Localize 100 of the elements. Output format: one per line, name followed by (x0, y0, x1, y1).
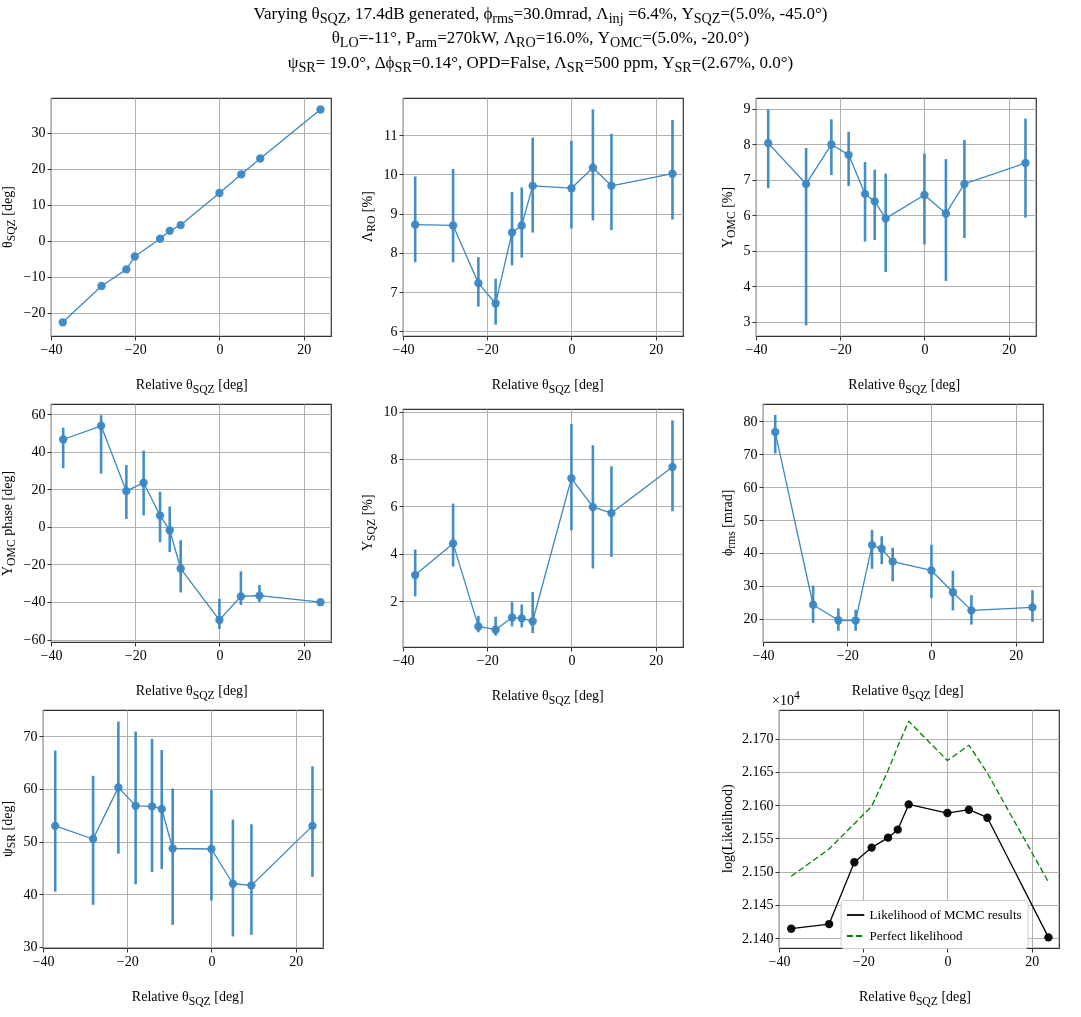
y-tick-label: 6 (390, 323, 398, 339)
y-tick-label: 10 (31, 197, 46, 213)
x-tick-label: 0 (921, 341, 929, 357)
y-tick-label: −40 (23, 594, 46, 610)
point (801, 179, 811, 189)
y-tick-label: 30 (743, 578, 758, 594)
point (130, 252, 139, 261)
point (824, 920, 834, 929)
y-tick-label: 2.165 (742, 764, 774, 780)
point (236, 592, 245, 601)
point (247, 881, 256, 890)
point (528, 181, 537, 191)
point (215, 616, 224, 625)
y-tick-label: 0 (38, 233, 46, 249)
point (113, 783, 123, 792)
point (308, 821, 317, 831)
point (507, 613, 517, 622)
point (507, 228, 517, 237)
point (97, 281, 106, 291)
y-tick-label: 50 (743, 512, 758, 528)
point (473, 279, 483, 288)
y-tick-label: 2.140 (742, 930, 774, 946)
y-tick-label: 60 (31, 406, 46, 422)
point (850, 858, 859, 867)
point (1028, 603, 1037, 612)
x-axis-title: Relative θ$_{SQZ}$ [deg] (134, 377, 249, 396)
point (904, 800, 913, 809)
x-axis-title: Relative θ$_{SQZ}$ [deg] (490, 377, 605, 396)
point (967, 606, 976, 615)
legend-label: Perfect likelihood (869, 928, 963, 944)
point (131, 801, 140, 811)
point (588, 163, 597, 173)
x-tick-label: −20 (829, 341, 852, 357)
point (1044, 933, 1053, 942)
y-tick-label: 50 (23, 834, 38, 850)
point (168, 844, 177, 853)
point (567, 474, 576, 483)
line-series (790, 720, 1050, 884)
y-tick-label: 2 (390, 593, 398, 609)
y-tick-label: 7 (743, 172, 751, 188)
x-tick-label: 20 (648, 652, 663, 668)
x-tick-label: −20 (476, 341, 499, 357)
x-axis-title: Relative θ$_{SQZ}$ [deg] (851, 683, 964, 702)
point (207, 845, 216, 854)
text: ×10$^{4}$ (772, 689, 800, 708)
point (851, 616, 860, 625)
point (867, 541, 877, 550)
point (448, 221, 458, 230)
y-tick-label: 2.145 (742, 897, 774, 913)
point (607, 181, 616, 191)
point (155, 234, 165, 244)
point (96, 421, 106, 431)
y-tick-label: 20 (31, 481, 46, 497)
point (888, 557, 897, 566)
y-tick-label: 30 (23, 939, 38, 955)
y-tick-label: 4 (390, 546, 398, 562)
point (588, 502, 597, 512)
x-tick-label: −20 (116, 953, 139, 969)
point (920, 190, 929, 200)
x-axis-title: Relative θ$_{SQZ}$ [deg] (490, 688, 605, 707)
point (157, 804, 166, 814)
y-tick-label: 8 (390, 451, 398, 467)
point (255, 154, 265, 163)
y-tick-label: 10 (383, 167, 398, 183)
y-tick-label: 9 (390, 206, 398, 222)
y-tick-label: 20 (743, 611, 758, 627)
x-tick-label: −20 (852, 953, 875, 969)
y-tick-label: 9 (743, 101, 751, 117)
x-tick-label: 0 (568, 341, 576, 357)
y-tick-label: 80 (743, 413, 758, 429)
x-axis-title: Relative θ$_{SQZ}$ [deg] (130, 989, 245, 1008)
y-tick-label: 2.150 (742, 864, 774, 880)
point (668, 462, 677, 472)
point (567, 184, 576, 193)
point (960, 179, 969, 189)
point (165, 526, 174, 535)
x-tick-label: 20 (1001, 341, 1016, 357)
y-tick-label: 8 (390, 245, 398, 261)
y-tick-label: 60 (743, 479, 758, 495)
y-tick-label: −60 (23, 632, 46, 648)
point (215, 189, 224, 198)
y-tick-label: 8 (743, 136, 751, 152)
y-axis-title: log(Likelihood) (720, 783, 736, 876)
y-tick-label: 6 (390, 499, 398, 515)
point (473, 622, 483, 631)
point (517, 221, 526, 230)
y-tick-label: 0 (38, 519, 46, 535)
point (927, 566, 936, 575)
point (88, 835, 98, 844)
point (867, 843, 876, 852)
y-tick-label: 2.170 (742, 731, 774, 747)
point (763, 139, 773, 148)
point (448, 539, 458, 548)
point (228, 879, 237, 889)
point (165, 226, 174, 236)
point (607, 509, 616, 518)
y-tick-label: −20 (23, 305, 46, 321)
point (826, 140, 836, 149)
y-tick-label: 20 (31, 161, 46, 177)
point (883, 833, 893, 842)
